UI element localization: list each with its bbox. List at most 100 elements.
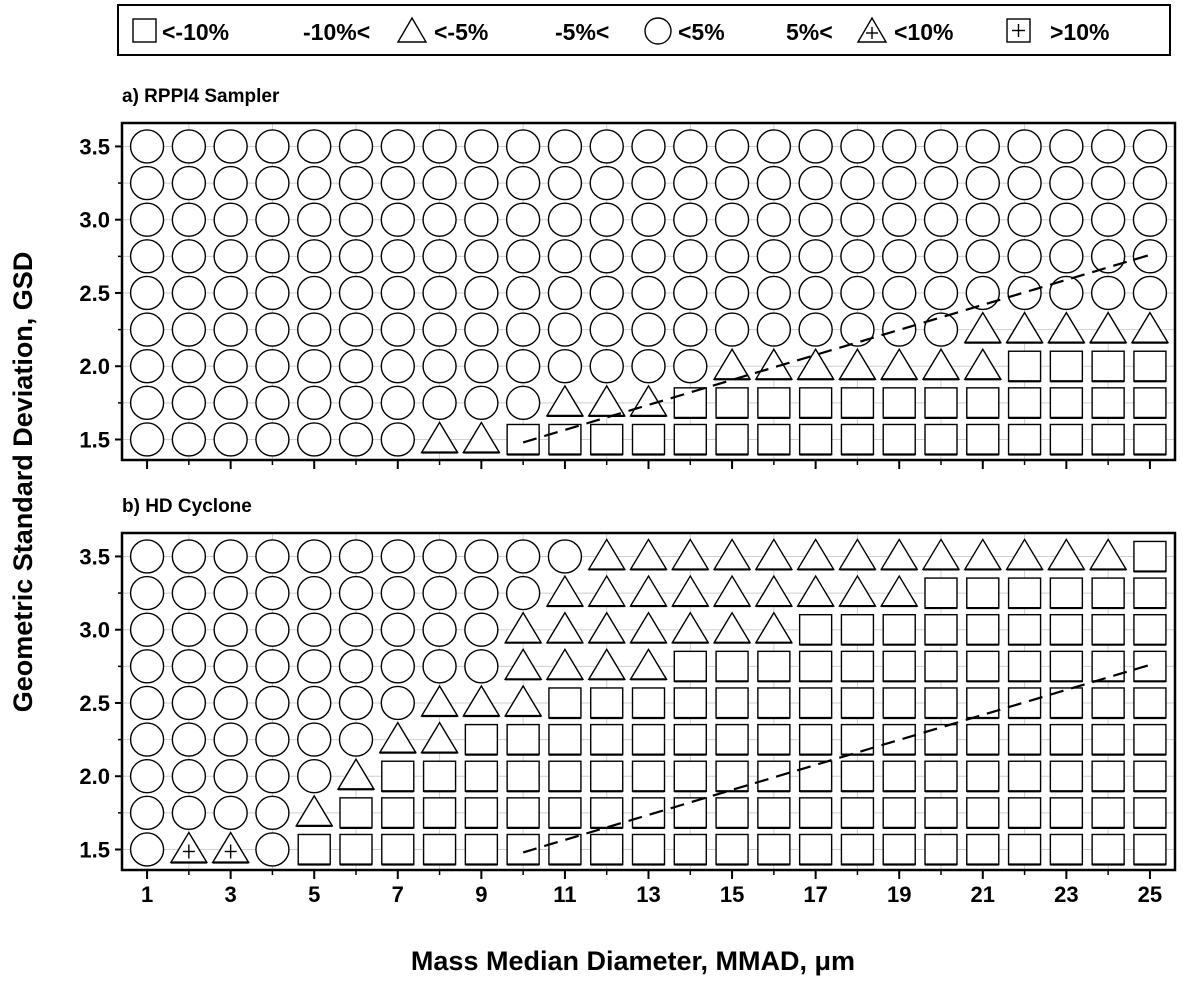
data-point [171, 165, 207, 201]
data-point [1049, 723, 1084, 756]
data-point [757, 387, 791, 419]
legend-box [117, 4, 1171, 56]
data-point [924, 423, 958, 456]
data-point [545, 611, 585, 644]
data-point [923, 239, 959, 274]
data-point [631, 239, 666, 274]
data-point [1133, 797, 1167, 829]
panel-a-title: a) RPPI4 Sampler [122, 86, 280, 107]
data-point [129, 832, 165, 867]
data-point [840, 833, 875, 866]
data-point [505, 575, 541, 611]
data-point [129, 275, 165, 311]
data-point [213, 575, 248, 611]
data-point [1049, 275, 1084, 311]
data-point [840, 387, 875, 419]
data-point [921, 347, 961, 381]
data-point [1090, 202, 1126, 237]
legend-label-2: <5% [678, 19, 725, 45]
data-point [1132, 239, 1168, 274]
data-point [339, 833, 373, 866]
data-point [505, 312, 541, 347]
data-point [965, 239, 1000, 274]
data-point [297, 349, 332, 384]
legend-prefix-2: -5%< [555, 19, 609, 45]
data-point [255, 129, 290, 164]
legend-prefix-3: 5%< [786, 19, 833, 45]
data-point [548, 833, 582, 866]
y-tick-label: 3.0 [79, 618, 110, 643]
data-point [464, 129, 499, 164]
data-point [297, 759, 332, 794]
data-point [587, 647, 626, 681]
data-point [1007, 577, 1042, 610]
data-point [338, 275, 374, 311]
data-point [420, 684, 459, 718]
data-point [1088, 538, 1128, 571]
data-point [590, 423, 624, 456]
data-point [255, 612, 290, 647]
data-point [1007, 650, 1042, 683]
data-point [1007, 165, 1042, 201]
data-point [297, 422, 332, 457]
data-point [923, 129, 959, 164]
data-point [422, 797, 457, 829]
data-point [798, 723, 833, 756]
data-point [255, 795, 290, 831]
data-point [422, 275, 457, 311]
data-point [129, 795, 165, 831]
data-point [1090, 129, 1126, 164]
data-point [798, 687, 833, 720]
data-point [171, 275, 207, 311]
data-point [339, 797, 373, 829]
data-point [129, 422, 165, 457]
data-point [966, 797, 1000, 829]
data-point [714, 239, 750, 274]
data-point [882, 239, 917, 274]
data-point [547, 202, 583, 237]
data-point [590, 797, 624, 829]
data-point [338, 539, 374, 574]
data-point [712, 611, 752, 644]
data-point [255, 685, 290, 721]
data-point [381, 760, 415, 793]
data-point [923, 312, 959, 347]
data-point [505, 165, 541, 201]
data-point [1007, 387, 1042, 419]
data-point [798, 275, 833, 311]
data-point [882, 275, 917, 311]
data-point [1133, 833, 1167, 866]
data-point [213, 202, 248, 237]
data-point [171, 795, 207, 831]
data-point [505, 349, 541, 384]
data-point [464, 575, 499, 611]
data-point [1091, 650, 1125, 683]
data-point [338, 612, 374, 647]
data-point [464, 797, 499, 829]
data-point [255, 759, 290, 794]
data-point [587, 384, 626, 417]
data-point [882, 650, 916, 683]
data-point [840, 202, 875, 237]
x-tick-label: 7 [392, 882, 404, 907]
data-point [1132, 275, 1168, 311]
data-point [673, 387, 707, 419]
x-tick-label: 19 [887, 882, 911, 907]
data-point [965, 165, 1000, 201]
data-point [505, 129, 541, 164]
data-point [1133, 423, 1167, 456]
data-point [882, 833, 916, 866]
data-point [1049, 833, 1084, 866]
data-point [255, 539, 290, 574]
data-point [171, 202, 207, 237]
data-point [673, 275, 708, 311]
data-point [1049, 129, 1084, 164]
data-point [631, 165, 666, 201]
data-point [756, 312, 792, 347]
data-point [255, 312, 290, 347]
data-point [589, 202, 624, 237]
data-point [882, 423, 916, 456]
data-point [380, 385, 415, 421]
data-point [840, 423, 875, 456]
data-point [213, 759, 248, 794]
